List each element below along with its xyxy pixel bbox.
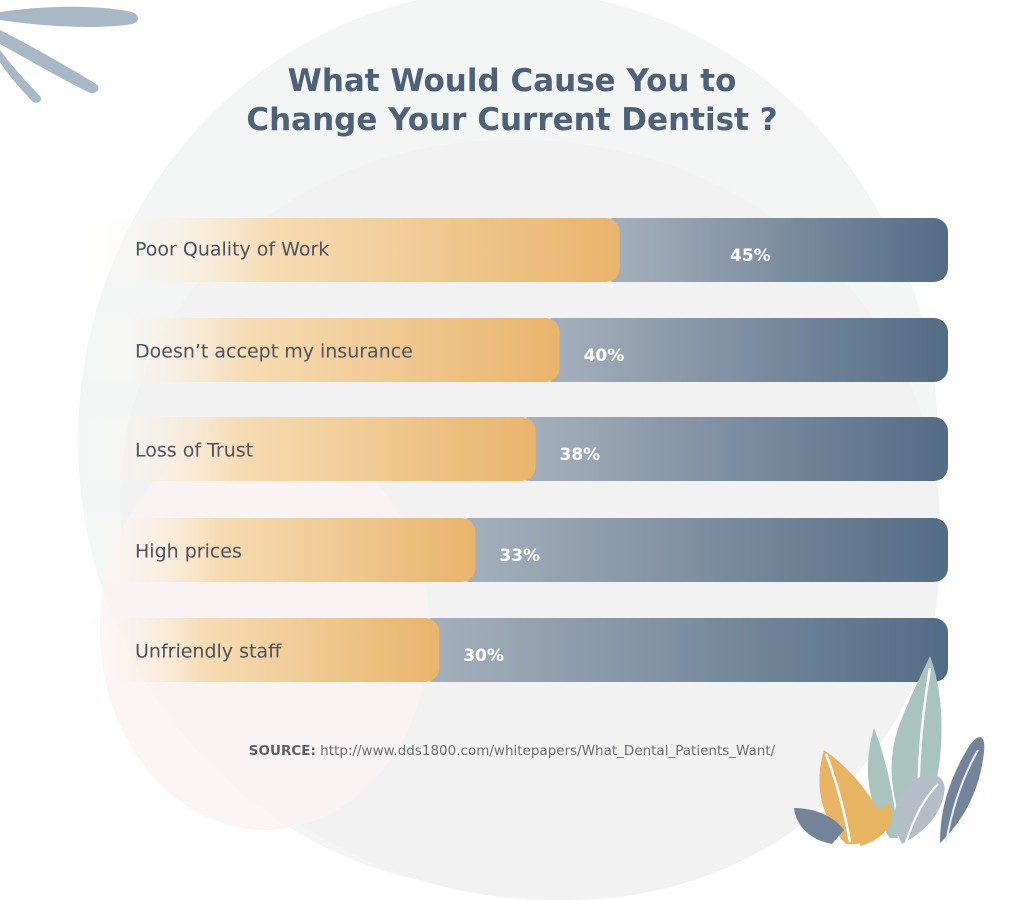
bar — [78, 218, 620, 282]
category-label: Poor Quality of Work — [135, 239, 329, 261]
bar — [78, 417, 536, 481]
value-label: 38% — [560, 445, 601, 465]
source-note: SOURCE: http://www.dds1800.com/whitepape… — [0, 743, 1024, 759]
category-label: High prices — [135, 541, 242, 563]
bar-track — [599, 218, 948, 282]
leaf-decoration-top-left-icon — [0, 6, 138, 103]
source-url: http://www.dds1800.com/whitepapers/What_… — [320, 743, 776, 759]
value-label: 40% — [584, 346, 625, 366]
bar-track — [419, 618, 948, 682]
chart-title: What Would Cause You to Change Your Curr… — [0, 62, 1024, 140]
plant-decoration-icon — [794, 656, 985, 846]
source-label: SOURCE: — [248, 743, 316, 759]
bar — [78, 618, 440, 682]
bar-track — [455, 518, 948, 582]
category-label: Doesn’t accept my insurance — [135, 341, 413, 363]
bar-track — [515, 417, 948, 481]
title-line-1: What Would Cause You to — [287, 63, 737, 99]
bar — [78, 518, 476, 582]
title-line-2: Change Your Current Dentist ? — [246, 102, 778, 138]
value-label: 30% — [463, 646, 504, 666]
bar-track — [539, 318, 948, 382]
bar — [78, 318, 560, 382]
category-label: Loss of Trust — [135, 440, 253, 462]
value-label: 45% — [730, 246, 771, 266]
category-label: Unfriendly staff — [135, 641, 282, 663]
value-label: 33% — [499, 546, 540, 566]
